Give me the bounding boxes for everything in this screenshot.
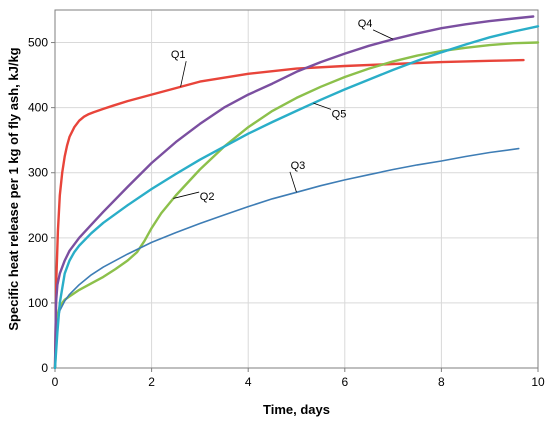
y-tick-label-1: 100 <box>28 296 48 310</box>
plot-area-frame <box>54 9 539 369</box>
x-axis-title: Time, days <box>263 402 330 417</box>
series-line-q1 <box>53 58 525 370</box>
curve-annotations: Q1 Q2 Q3 Q4 Q5 <box>171 18 394 203</box>
annotation-leader-q1 <box>180 61 187 87</box>
x-tick-label-2: 4 <box>245 375 252 389</box>
series-line-q3 <box>54 147 520 369</box>
x-tick-label-0: 0 <box>52 375 59 389</box>
y-tick-label-2: 200 <box>28 231 48 245</box>
annotation-leader-q3 <box>289 171 297 193</box>
x-tick-label-1: 2 <box>148 375 155 389</box>
annotation-leader-q4 <box>372 29 394 40</box>
x-tick-label-3: 6 <box>341 375 348 389</box>
series-lines <box>53 15 540 370</box>
annotation-leader-q5 <box>313 102 332 110</box>
annotation-label-q2: Q2 <box>200 191 215 203</box>
x-tick-label-5: 10 <box>531 375 545 389</box>
y-axis-title: Specific heat release per 1 kg of fly as… <box>6 47 21 330</box>
series-line-q2 <box>53 41 540 370</box>
annotation-label-q5: Q5 <box>332 108 347 120</box>
x-tick-label-4: 8 <box>438 375 445 389</box>
series-line-q5 <box>53 25 540 370</box>
y-tick-label-0: 0 <box>41 361 48 375</box>
y-tick-label-4: 400 <box>28 101 48 115</box>
y-axis-ticks: 0 100 200 300 400 500 <box>28 36 55 375</box>
annotation-label-q4: Q4 <box>358 18 373 30</box>
annotation-label-q3: Q3 <box>291 160 306 172</box>
series-line-q4 <box>53 15 535 370</box>
y-tick-label-5: 500 <box>28 36 48 50</box>
annotation-label-q1: Q1 <box>171 49 186 61</box>
y-tick-label-3: 300 <box>28 166 48 180</box>
annotation-leader-q2 <box>173 191 200 199</box>
